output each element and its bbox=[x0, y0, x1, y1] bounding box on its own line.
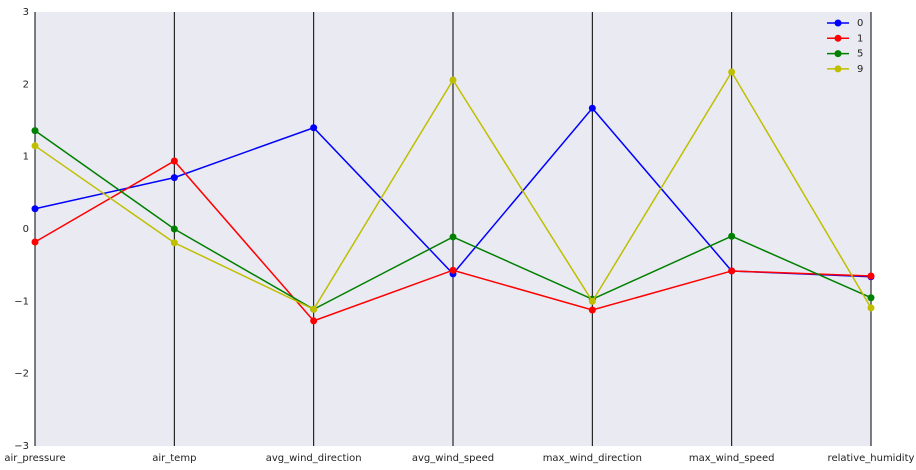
x-tick-label: relative_humidity bbox=[828, 453, 915, 464]
point bbox=[310, 124, 318, 132]
y-tick-label: 1 bbox=[23, 152, 29, 163]
legend-label: 9 bbox=[857, 64, 863, 75]
point bbox=[728, 232, 736, 240]
point bbox=[867, 304, 875, 312]
y-tick-label: 3 bbox=[23, 7, 29, 18]
legend-marker bbox=[834, 50, 842, 58]
point bbox=[728, 267, 736, 275]
legend-marker bbox=[834, 65, 842, 73]
y-tick-label: 2 bbox=[23, 79, 29, 90]
point bbox=[31, 127, 39, 135]
point bbox=[867, 272, 875, 280]
x-tick-label: max_wind_direction bbox=[543, 453, 642, 464]
point bbox=[728, 68, 736, 76]
point bbox=[170, 157, 178, 165]
legend-label: 5 bbox=[857, 49, 863, 60]
point bbox=[588, 306, 596, 314]
x-tick-label: air_temp bbox=[152, 453, 196, 464]
point bbox=[867, 294, 875, 302]
x-tick-label: avg_wind_speed bbox=[412, 453, 494, 464]
point bbox=[170, 239, 178, 247]
point bbox=[588, 104, 596, 112]
point bbox=[31, 205, 39, 213]
point bbox=[170, 174, 178, 182]
legend-marker bbox=[834, 19, 842, 27]
legend-marker bbox=[834, 34, 842, 42]
y-tick-label: 0 bbox=[23, 224, 29, 235]
y-tick-label: −3 bbox=[14, 441, 29, 452]
point bbox=[170, 225, 178, 233]
point bbox=[31, 142, 39, 150]
point bbox=[449, 233, 457, 241]
y-tick-label: −1 bbox=[14, 296, 29, 307]
x-tick-label: max_wind_speed bbox=[689, 453, 775, 464]
legend-label: 1 bbox=[857, 33, 863, 44]
point bbox=[449, 76, 457, 84]
point bbox=[588, 297, 596, 305]
point bbox=[31, 238, 39, 246]
series bbox=[31, 68, 875, 313]
y-tick-label: −2 bbox=[14, 369, 29, 380]
point bbox=[449, 266, 457, 274]
series bbox=[31, 157, 875, 325]
x-tick-label: avg_wind_direction bbox=[266, 453, 362, 464]
x-tick-label: air_pressure bbox=[4, 453, 65, 464]
legend-label: 0 bbox=[857, 18, 863, 29]
point bbox=[310, 317, 318, 325]
point bbox=[310, 305, 318, 313]
